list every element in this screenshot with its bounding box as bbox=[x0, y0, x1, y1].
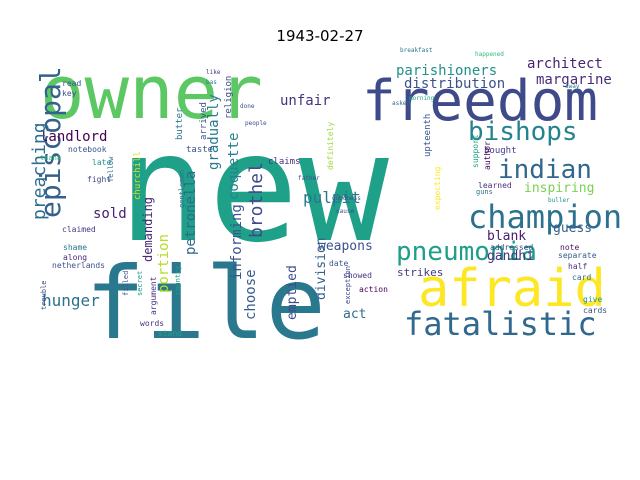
word-brothel: brothel bbox=[246, 162, 267, 238]
word-secret: secret bbox=[136, 271, 144, 296]
word-breakfast: breakfast bbox=[400, 47, 433, 54]
word-guess: guess bbox=[553, 221, 592, 236]
word-preaching: preaching bbox=[29, 122, 50, 220]
word-cause: cause bbox=[336, 208, 354, 215]
word-addressed: addressed bbox=[490, 243, 534, 252]
word-half: half bbox=[568, 262, 587, 271]
word-episcopal: episcopal bbox=[34, 66, 67, 218]
word-morning: morning bbox=[409, 95, 435, 102]
word-separate: separate bbox=[558, 251, 597, 260]
word-blank: blank bbox=[487, 229, 526, 244]
word-gradually: gradually bbox=[206, 94, 222, 170]
word-country: country bbox=[174, 265, 182, 295]
word-asked: asked bbox=[392, 100, 410, 107]
word-exception: exception bbox=[344, 266, 352, 304]
word-choose: choose bbox=[243, 269, 259, 320]
word-portion: portion bbox=[156, 234, 172, 293]
word-definitely: definitely bbox=[326, 122, 335, 170]
word-petronella: petronella bbox=[183, 171, 199, 255]
word-like: like bbox=[206, 69, 221, 76]
word-support: support bbox=[471, 134, 480, 168]
word-notebook: notebook bbox=[68, 145, 107, 154]
word-fatalistic: fatalistic bbox=[404, 305, 597, 343]
chart-title: 1943-02-27 bbox=[276, 27, 364, 45]
word-key: key bbox=[62, 89, 77, 98]
word-away: away bbox=[565, 83, 580, 90]
word-freedom: freedom bbox=[362, 69, 598, 134]
word-new: new bbox=[118, 102, 390, 276]
word-goodness: goodness bbox=[332, 195, 361, 202]
word-champion: champion bbox=[468, 198, 622, 236]
word-netherlands: netherlands bbox=[52, 261, 105, 270]
word-cards: cards bbox=[583, 306, 607, 315]
word-words: words bbox=[140, 319, 164, 328]
word-date: date bbox=[329, 259, 348, 268]
word-pneumonia: pneumonia bbox=[396, 237, 537, 267]
word-card: card bbox=[572, 273, 591, 282]
word-expecting: expecting bbox=[433, 166, 442, 210]
word-fight: fight bbox=[87, 175, 111, 184]
word-guns: guns bbox=[476, 188, 493, 196]
word-act: act bbox=[343, 307, 366, 322]
word-weapons: weapons bbox=[318, 239, 373, 254]
word-margarine: margarine bbox=[536, 72, 612, 88]
word-claims: claims bbox=[268, 157, 301, 167]
word-emptied: emptied bbox=[285, 265, 300, 320]
word-argument: argument bbox=[149, 276, 158, 315]
word-distribution: distribution bbox=[404, 76, 505, 92]
word-owner: owner bbox=[40, 50, 263, 136]
word-people: people bbox=[245, 120, 267, 127]
word-along: along bbox=[63, 253, 87, 262]
word-buller: buller bbox=[548, 197, 570, 204]
word-gandhi: gandhi bbox=[487, 249, 534, 264]
word-religion: religion bbox=[224, 76, 234, 119]
word-learned: learned bbox=[478, 181, 512, 190]
word-thank: thank bbox=[40, 154, 62, 162]
word-filled: filled bbox=[122, 271, 130, 296]
word-demanding: demanding bbox=[141, 197, 155, 262]
word-claimed: claimed bbox=[62, 225, 96, 234]
word-father: father bbox=[298, 175, 320, 182]
word-division: division bbox=[314, 237, 329, 300]
word-action: action bbox=[359, 285, 388, 294]
word-inspiring: inspiring bbox=[524, 181, 594, 196]
word-churchill: churchill bbox=[133, 151, 143, 200]
word-hunger: hunger bbox=[42, 291, 100, 310]
word-sold: sold bbox=[93, 206, 127, 222]
word-done: done bbox=[240, 103, 255, 110]
word-late: late bbox=[92, 158, 111, 167]
word-architect: architect bbox=[527, 56, 603, 72]
word-afraid: afraid bbox=[418, 259, 606, 319]
word-landlord: landlord bbox=[40, 129, 107, 145]
word-arrived: arrived bbox=[199, 102, 209, 140]
word-note: note bbox=[560, 243, 579, 252]
word-parishioners: parishioners bbox=[396, 63, 497, 79]
word-read: read bbox=[62, 79, 81, 88]
word-strikes: strikes bbox=[397, 266, 443, 279]
word-coquette: coquette bbox=[226, 133, 242, 200]
word-happened: happened bbox=[475, 51, 504, 58]
word-gentlemen: gentlemen bbox=[178, 170, 186, 208]
word-trouble: trouble bbox=[40, 280, 48, 310]
word-give: give bbox=[583, 295, 602, 304]
word-bought: bought bbox=[484, 146, 517, 156]
word-file: file bbox=[85, 245, 326, 362]
word-bishops: bishops bbox=[468, 117, 578, 147]
word-bas: bas bbox=[206, 79, 217, 86]
word-pulpit: pulpit bbox=[303, 188, 361, 207]
word-showed: showed bbox=[343, 271, 372, 280]
word-butter: butter bbox=[175, 107, 185, 140]
word-informing: informing bbox=[229, 204, 245, 280]
word-taste: taste bbox=[186, 145, 213, 155]
word-unfair: unfair bbox=[280, 93, 331, 109]
word-fellow: fellow bbox=[107, 156, 115, 182]
word-upteenth: upteenth bbox=[423, 114, 433, 157]
word-author: author bbox=[483, 141, 492, 170]
word-shame: shame bbox=[63, 243, 87, 252]
word-stand: stand bbox=[158, 329, 182, 338]
word-indian: indian bbox=[498, 155, 592, 185]
